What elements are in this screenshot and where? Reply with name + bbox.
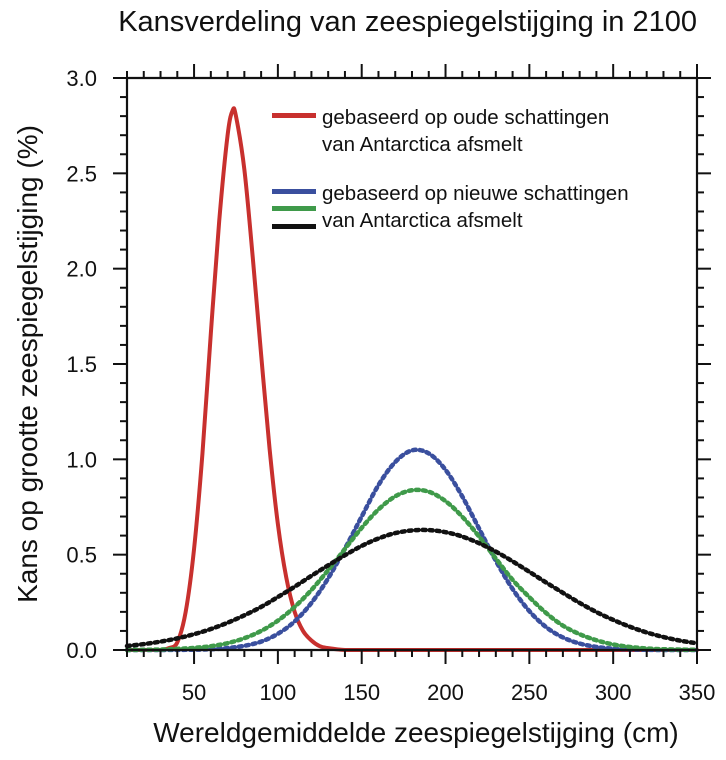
- x-axis-label: Wereldgemiddelde zeespiegelstijging (cm): [153, 717, 679, 748]
- y-tick-label: 0.5: [66, 543, 97, 568]
- legend-swatch-new-black: [272, 224, 316, 229]
- legend-swatch-old-red: [272, 113, 316, 118]
- x-tick-label: 100: [260, 680, 297, 705]
- x-tick-label: 300: [595, 680, 632, 705]
- chart-title: Kansverdeling van zeespiegelstijging in …: [118, 6, 697, 38]
- legend-new-line-2: van Antarctica afsmelt: [322, 209, 523, 232]
- y-tick-label: 3.0: [66, 66, 97, 91]
- y-tick-labels: 0.0 0.5 1.0 1.5 2.0 2.5 3.0: [66, 66, 97, 663]
- series-line-2: [124, 487, 700, 653]
- legend-swatch-new-green: [272, 206, 316, 211]
- y-tick-label: 1.5: [66, 352, 97, 377]
- legend-old-line-2: van Antarctica afsmelt: [322, 133, 523, 156]
- legend-old-line-1: gebaseerd op oude schattingen: [322, 106, 609, 129]
- y-tick-label: 2.5: [66, 161, 97, 186]
- y-tick-label: 2.0: [66, 257, 97, 282]
- series-line-3: [124, 527, 700, 649]
- y-axis-label: Kans op grootte zeespiegelstijging (%): [12, 125, 43, 603]
- y-tick-label: 0.0: [66, 638, 97, 663]
- x-tick-labels: 50 100 150 200 250 300 350: [182, 680, 716, 705]
- x-tick-label: 200: [427, 680, 464, 705]
- legend: gebaseerd op oude schattingen van Antarc…: [272, 106, 629, 232]
- y-tick-label: 1.0: [66, 447, 97, 472]
- x-tick-label: 150: [343, 680, 380, 705]
- legend-swatch-new-blue: [272, 189, 316, 194]
- axes: [113, 64, 711, 664]
- x-tick-label: 50: [182, 680, 206, 705]
- series-line-1: [124, 447, 700, 653]
- x-tick-label: 350: [679, 680, 716, 705]
- x-tick-label: 250: [511, 680, 548, 705]
- legend-new-line-1: gebaseerd op nieuwe schattingen: [322, 182, 629, 205]
